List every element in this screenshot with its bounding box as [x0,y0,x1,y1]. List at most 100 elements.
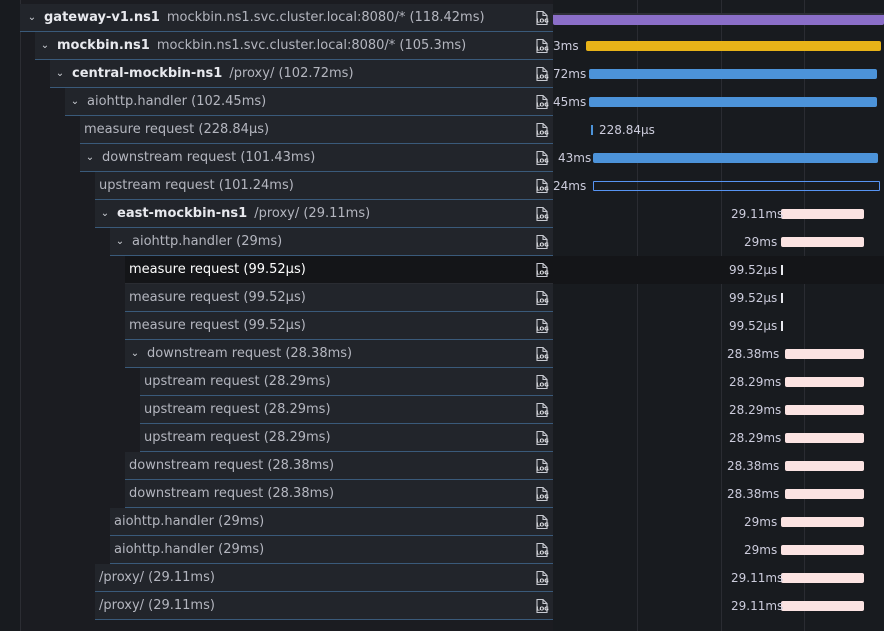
chevron-down-icon[interactable]: ⌄ [100,208,110,219]
span-name-cell[interactable]: measure request (99.52µs) LOG [125,284,553,312]
log-icon[interactable]: LOG [534,150,550,166]
span-bar[interactable] [589,69,877,79]
log-icon[interactable]: LOG [534,374,550,390]
span-row[interactable]: measure request (228.84µs) LOG 228.84µs [0,116,884,144]
span-row[interactable]: measure request (99.52µs) LOG 99.52µs [0,284,884,312]
span-timeline-cell[interactable]: 28.29ms [553,396,884,424]
span-row[interactable]: upstream request (28.29ms) LOG 28.29ms [0,424,884,452]
log-icon[interactable]: LOG [534,598,550,614]
span-row[interactable]: upstream request (101.24ms) LOG 24ms [0,172,884,200]
span-timeline-cell[interactable]: 24ms [553,172,884,200]
span-name-cell[interactable]: upstream request (28.29ms) LOG [140,396,553,424]
span-bar[interactable] [781,545,864,555]
span-bar[interactable] [781,265,783,275]
span-timeline-cell[interactable] [553,4,884,32]
span-timeline-cell[interactable]: 29.11ms [553,564,884,592]
log-icon[interactable]: LOG [534,458,550,474]
span-timeline-cell[interactable]: 29.11ms [553,200,884,228]
span-timeline-cell[interactable]: 72ms [553,60,884,88]
span-row[interactable]: ⌄ downstream request (101.43ms) LOG 43ms [0,144,884,172]
log-icon[interactable]: LOG [534,570,550,586]
span-name-cell[interactable]: ⌄ downstream request (28.38ms) LOG [125,340,553,368]
span-name-cell[interactable]: ⌄ gateway-v1.ns1 mockbin.ns1.svc.cluster.l… [20,4,553,32]
span-name-cell[interactable]: downstream request (28.38ms) LOG [125,452,553,480]
span-name-cell[interactable]: ⌄ mockbin.ns1 mockbin.ns1.svc.cluster.loca… [35,32,553,60]
span-bar[interactable] [785,489,864,499]
span-name-cell[interactable]: measure request (228.84µs) LOG [80,116,553,144]
log-icon[interactable]: LOG [534,262,550,278]
span-bar[interactable] [586,41,881,51]
span-bar[interactable] [781,237,864,247]
log-icon[interactable]: LOG [534,346,550,362]
span-row[interactable]: ⌄ east-mockbin-ns1/proxy/ (29.11ms) LOG 29.… [0,200,884,228]
log-icon[interactable]: LOG [534,430,550,446]
log-icon[interactable]: LOG [534,514,550,530]
span-timeline-cell[interactable]: 99.52µs [553,312,884,340]
log-icon[interactable]: LOG [534,542,550,558]
span-name-cell[interactable]: aiohttp.handler (29ms) LOG [110,508,553,536]
span-bar[interactable] [781,293,783,303]
chevron-down-icon[interactable]: ⌄ [40,40,50,51]
log-icon[interactable]: LOG [534,178,550,194]
span-row[interactable]: ⌄ central-mockbin-ns1/proxy/ (102.72ms) LO… [0,60,884,88]
span-row[interactable]: measure request (99.52µs) LOG 99.52µs [0,256,884,284]
span-row[interactable]: /proxy/ (29.11ms) LOG 29.11ms [0,592,884,620]
span-timeline-cell[interactable]: 28.29ms [553,368,884,396]
chevron-down-icon[interactable]: ⌄ [70,96,80,107]
span-row[interactable]: measure request (99.52µs) LOG 99.52µs [0,312,884,340]
span-row[interactable]: ⌄ gateway-v1.ns1 mockbin.ns1.svc.cluster.l… [0,4,884,32]
log-icon[interactable]: LOG [534,290,550,306]
span-timeline-cell[interactable]: 28.38ms [553,452,884,480]
span-bar[interactable] [781,573,864,583]
span-bar[interactable] [591,125,593,135]
span-name-cell[interactable]: /proxy/ (29.11ms) LOG [95,592,553,620]
span-bar[interactable] [593,153,878,163]
span-timeline-cell[interactable]: 29ms [553,508,884,536]
span-timeline-cell[interactable]: 99.52µs [553,256,884,284]
log-icon[interactable]: LOG [534,38,550,54]
span-name-cell[interactable]: /proxy/ (29.11ms) LOG [95,564,553,592]
span-timeline-cell[interactable]: 28.29ms [553,424,884,452]
span-bar[interactable] [785,349,864,359]
span-bar[interactable] [785,377,864,387]
span-timeline-cell[interactable]: 3ms [553,32,884,60]
span-row[interactable]: upstream request (28.29ms) LOG 28.29ms [0,368,884,396]
log-icon[interactable]: LOG [534,318,550,334]
span-timeline-cell[interactable]: 43ms [553,144,884,172]
span-timeline-cell[interactable]: 29ms [553,228,884,256]
span-timeline-cell[interactable]: 29ms [553,536,884,564]
log-icon[interactable]: LOG [534,486,550,502]
span-row[interactable]: ⌄ downstream request (28.38ms) LOG 28.38ms [0,340,884,368]
span-bar[interactable] [785,405,864,415]
span-bar[interactable] [781,601,864,611]
span-timeline-cell[interactable]: 28.38ms [553,340,884,368]
span-name-cell[interactable]: downstream request (28.38ms) LOG [125,480,553,508]
span-row[interactable]: aiohttp.handler (29ms) LOG 29ms [0,508,884,536]
span-name-cell[interactable]: ⌄ east-mockbin-ns1/proxy/ (29.11ms) LOG [95,200,553,228]
chevron-down-icon[interactable]: ⌄ [85,152,95,163]
span-row[interactable]: ⌄ aiohttp.handler (102.45ms) LOG 45ms [0,88,884,116]
chevron-down-icon[interactable]: ⌄ [27,12,37,23]
span-row[interactable]: ⌄ aiohttp.handler (29ms) LOG 29ms [0,228,884,256]
span-name-cell[interactable]: upstream request (28.29ms) LOG [140,368,553,396]
chevron-down-icon[interactable]: ⌄ [115,236,125,247]
span-row[interactable]: upstream request (28.29ms) LOG 28.29ms [0,396,884,424]
span-bar[interactable] [785,433,864,443]
log-icon[interactable]: LOG [534,10,550,26]
span-bar[interactable] [553,13,884,25]
chevron-down-icon[interactable]: ⌄ [130,348,140,359]
span-timeline-cell[interactable]: 45ms [553,88,884,116]
log-icon[interactable]: LOG [534,66,550,82]
span-row[interactable]: downstream request (28.38ms) LOG 28.38ms [0,480,884,508]
span-bar[interactable] [589,97,877,107]
span-bar[interactable] [781,321,783,331]
span-name-cell[interactable]: ⌄ downstream request (101.43ms) LOG [80,144,553,172]
span-bar[interactable] [781,209,864,219]
span-timeline-cell[interactable]: 99.52µs [553,284,884,312]
span-timeline-cell[interactable]: 228.84µs [553,116,884,144]
span-name-cell[interactable]: aiohttp.handler (29ms) LOG [110,536,553,564]
log-icon[interactable]: LOG [534,206,550,222]
span-bar[interactable] [781,517,864,527]
span-row[interactable]: aiohttp.handler (29ms) LOG 29ms [0,536,884,564]
span-name-cell[interactable]: upstream request (28.29ms) LOG [140,424,553,452]
